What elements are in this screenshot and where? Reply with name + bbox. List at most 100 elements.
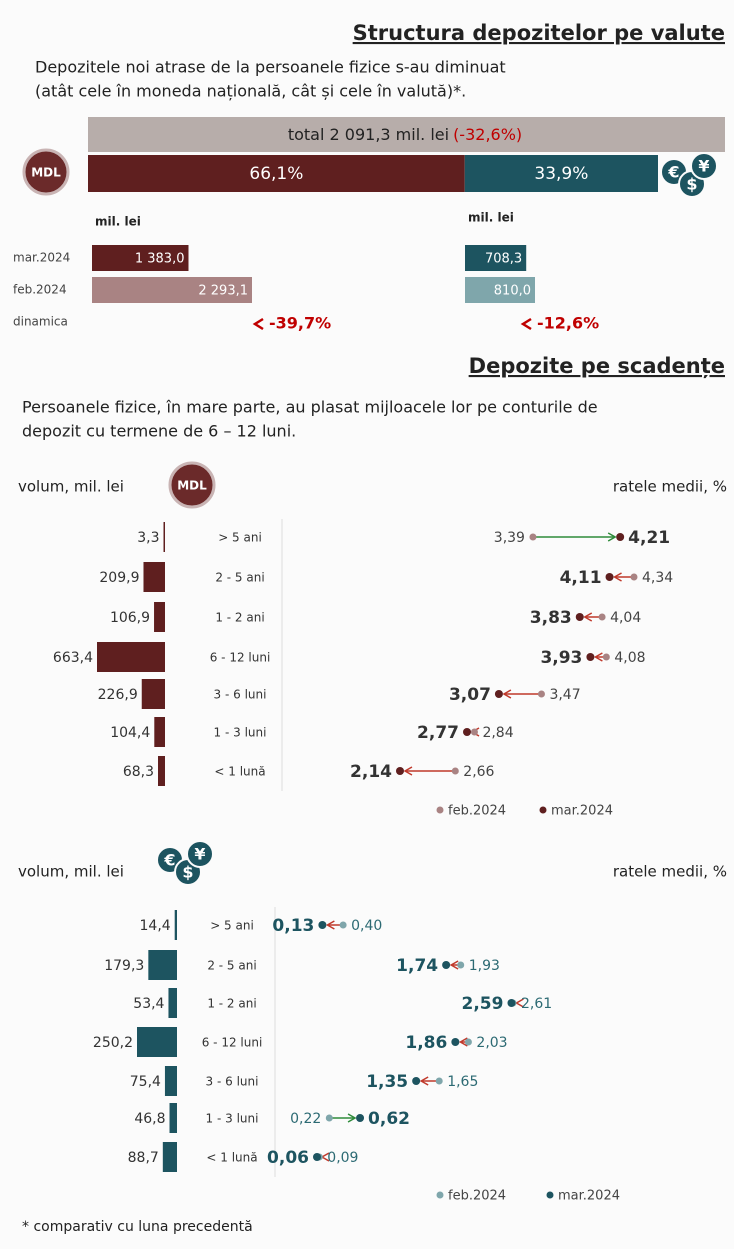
volume-label: 14,4	[140, 918, 171, 934]
rate-label-mar: 3,83	[530, 608, 572, 628]
category-label: 1 - 3 luni	[214, 726, 267, 740]
legend-dot	[546, 1191, 554, 1199]
volume-bar	[174, 910, 177, 940]
volume-bar	[164, 1066, 177, 1096]
volume-bar	[137, 1027, 177, 1057]
rate-label-feb: 2,61	[521, 996, 552, 1012]
volume-label: 1 383,0	[135, 252, 185, 267]
rate-dot-mar	[318, 921, 327, 929]
category-label: 2 - 5 ani	[207, 959, 256, 973]
rate-dot-mar	[396, 767, 404, 775]
legend-dot	[436, 1191, 444, 1199]
fx-icon-symbol: ¥	[194, 845, 205, 864]
volume-label: 68,3	[123, 764, 154, 780]
rate-dot-feb	[529, 533, 537, 541]
category-label: > 5 ani	[218, 531, 262, 545]
volume-title: volum, mil. lei	[18, 863, 124, 881]
fx-icon-symbol: ¥	[698, 157, 709, 176]
mdl-badge-label: MDL	[177, 479, 207, 493]
volume-bar	[154, 717, 165, 747]
total-bar	[88, 117, 725, 152]
volume-label: 106,9	[110, 610, 150, 626]
change-label: -12,6%	[537, 314, 599, 333]
volume-label: 2 293,1	[198, 284, 248, 299]
volume-label: 663,4	[53, 650, 93, 666]
share-label: 66,1%	[249, 164, 303, 184]
volume-bar	[169, 1103, 177, 1133]
mdl-badge	[22, 148, 70, 196]
rate-label-feb: 1,65	[447, 1074, 478, 1090]
unit-label: mil. lei	[95, 215, 141, 229]
fx-icon-coin	[186, 840, 214, 868]
volume-bar	[157, 756, 165, 786]
rate-label-feb: 2,84	[482, 725, 513, 741]
change-arrow	[520, 317, 532, 331]
volume-bar	[148, 950, 177, 980]
rate-dot-feb	[630, 573, 638, 581]
volume-label: 179,3	[104, 958, 144, 974]
row-label: mar.2024	[13, 251, 70, 265]
rate-arrowhead	[502, 689, 512, 699]
volume-label: 75,4	[130, 1074, 161, 1090]
rate-dot-mar	[605, 573, 614, 581]
fx-icon-symbol: €	[163, 851, 175, 870]
volume-bar	[143, 562, 165, 592]
volume-label: 708,3	[485, 252, 522, 267]
section-title: Depozite pe scadențe	[469, 354, 725, 379]
share-bar	[464, 155, 658, 192]
rate-dot-mar	[586, 653, 595, 661]
volume-title: volum, mil. lei	[18, 478, 124, 496]
rate-dot-mar	[463, 728, 472, 736]
rate-label-mar: 1,74	[396, 956, 438, 976]
rate-label-feb: 0,22	[290, 1111, 321, 1127]
rate-dot-mar	[575, 613, 584, 621]
category-label: > 5 ani	[210, 919, 254, 933]
volume-bar	[168, 988, 177, 1018]
rate-label-feb: 2,03	[476, 1035, 507, 1051]
rate-dot-mar	[313, 1153, 321, 1161]
total-label: total 2 091,3 mil. lei (-32,6%)	[288, 125, 522, 144]
rate-label-feb: 4,08	[614, 650, 645, 666]
volume-bar	[92, 277, 252, 303]
rate-label-feb: 1,93	[469, 958, 500, 974]
rate-arrowhead	[607, 532, 617, 542]
volume-bar	[163, 522, 165, 552]
total-change: (-32,6%)	[453, 125, 522, 144]
category-label: 2 - 5 ani	[215, 571, 264, 585]
rate-label-mar: 0,06	[267, 1148, 309, 1168]
rate-arrowhead	[613, 572, 622, 582]
rate-label-mar: 3,93	[540, 648, 582, 668]
rate-dot-feb	[435, 1077, 443, 1085]
rate-dot-mar	[442, 961, 451, 969]
rate-dot-feb	[325, 1114, 333, 1122]
rate-label-feb: 4,04	[610, 610, 641, 626]
legend-label: mar.2024	[551, 804, 613, 819]
subtitle: Depozitele noi atrase de la persoanele f…	[35, 58, 506, 77]
row-label: feb.2024	[13, 283, 67, 297]
share-bar	[88, 155, 465, 192]
volume-bar	[92, 245, 189, 271]
rate-arrowhead	[347, 1113, 357, 1123]
rate-label-mar: 2,59	[462, 994, 504, 1014]
rate-dot-mar	[451, 1038, 460, 1046]
rate-label-mar: 3,07	[449, 685, 491, 705]
fx-icon-symbol: €	[667, 163, 679, 182]
change-label: -39,7%	[269, 314, 331, 333]
volume-label: 810,0	[494, 284, 531, 299]
rate-label-mar: 1,35	[366, 1072, 408, 1092]
volume-bar	[465, 245, 527, 271]
rate-label-mar: 1,86	[405, 1033, 447, 1053]
rate-label-mar: 4,11	[560, 568, 602, 588]
fx-icon-symbol: $	[686, 175, 697, 194]
rate-label-mar: 2,77	[417, 723, 459, 743]
rate-arrowhead	[593, 652, 603, 662]
category-label: 1 - 2 ani	[215, 611, 264, 625]
total-text: total 2 091,3 mil. lei	[288, 125, 449, 144]
category-label: 1 - 2 ani	[207, 997, 256, 1011]
rate-label-mar: 0,13	[272, 916, 314, 936]
legend-dot	[539, 806, 547, 814]
legend-label: feb.2024	[448, 1189, 506, 1204]
category-label: 3 - 6 luni	[214, 688, 267, 702]
rate-arrowhead	[449, 960, 459, 970]
